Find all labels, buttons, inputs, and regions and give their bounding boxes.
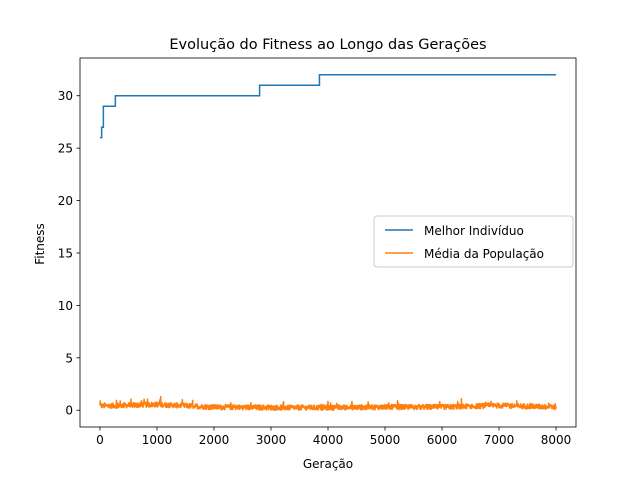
y-tick-label: 20 [58,194,73,208]
x-axis-title: Geração [303,457,353,471]
series-line-media [99,395,557,411]
x-tick-label: 2000 [199,433,230,447]
y-axis-title: Fitness [33,223,47,265]
x-tick-label: 7000 [484,433,515,447]
x-tick-label: 5000 [370,433,401,447]
y-tick-label: 25 [58,142,73,156]
series-line-melhor [99,74,557,139]
legend-label-media: Média da População [424,247,544,261]
x-tick-label: 8000 [541,433,572,447]
y-tick-label: 30 [58,89,73,103]
x-tick-label: 1000 [142,433,173,447]
x-tick-label: 0 [96,433,104,447]
legend-box [373,215,574,268]
legend-label-melhor: Melhor Indivíduo [424,224,524,238]
plot-area: 0 1000 2000 3000 4000 5000 6000 7000 8000 0 5 10 15 2… [58,57,577,447]
y-tick-label: 5 [65,351,73,365]
y-tick-label: 10 [58,299,73,313]
chart-title: Evolução do Fitness ao Longo das Geraçõe… [169,37,486,53]
x-tick-label: 4000 [313,433,344,447]
y-tick-label: 0 [65,404,73,418]
legend: Melhor Indivíduo Média da População [373,215,574,268]
y-tick-label: 15 [58,246,73,260]
x-tick-label: 6000 [427,433,458,447]
x-tick-label: 3000 [256,433,287,447]
